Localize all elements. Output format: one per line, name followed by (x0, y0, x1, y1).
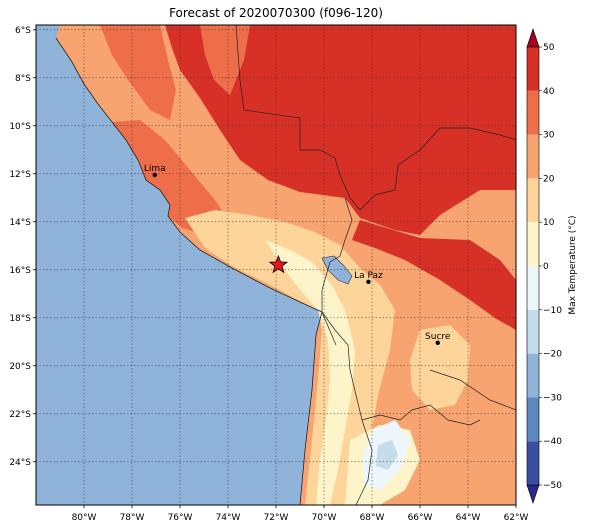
lon-tick-label: 80°W (72, 513, 97, 523)
latitude-ticks: 6°S 8°S 10°S 12°S 14°S 16°S 18°S 20°S 22°S 24°S (9, 26, 36, 468)
lon-tick-label: 62°W (504, 513, 529, 523)
lat-tick-label: 6°S (15, 26, 31, 36)
colorbar-extend-high (526, 28, 540, 48)
colorbar-segment (527, 178, 539, 223)
location-star-marker[interactable] (268, 254, 289, 274)
lat-tick-label: 12°S (9, 170, 31, 180)
colorbar-segment (527, 441, 539, 485)
lon-tick-label: 78°W (120, 513, 145, 523)
colorbar-tick-label: 20 (543, 174, 555, 184)
temp-band-20-30-coast (112, 120, 228, 235)
colorbar-segment (527, 222, 539, 266)
lon-tick-label: 68°W (360, 513, 385, 523)
longitude-ticks: 80°W 78°W 76°W 74°W 72°W 70°W 68°W 66°W 64°W 62°W (72, 505, 529, 523)
colorbar-tick-label: −30 (543, 393, 562, 403)
lon-tick-label: 76°W (168, 513, 193, 523)
colorbar-tick-label: 10 (543, 218, 555, 228)
colorbar-segment (527, 134, 539, 179)
colorbar-extend-low (526, 484, 540, 504)
lat-tick-label: 22°S (9, 410, 31, 420)
map-panel: Lima La Paz Sucre (36, 25, 516, 505)
lon-tick-label: 66°W (408, 513, 433, 523)
city-dot (152, 172, 157, 178)
colorbar-segment (527, 266, 539, 310)
colorbar-tick-label: 40 (543, 87, 555, 97)
colorbar-tick-label: −20 (543, 350, 562, 360)
colorbar-segment (527, 397, 539, 442)
colorbar-segment (527, 47, 539, 91)
border-bolivia-paraguay (429, 369, 516, 411)
city-label: Lima (144, 164, 166, 174)
border-peru-bolivia (321, 197, 353, 346)
border-peru-brazil (235, 25, 516, 211)
lat-tick-label: 20°S (9, 362, 31, 372)
colorbar: 50 40 30 20 10 0 −10 −20 −30 −40 −50 (526, 28, 562, 504)
city-dot (435, 340, 440, 345)
border-bolivia-argentina (361, 404, 481, 426)
city-label: La Paz (354, 271, 383, 281)
temp-band-0-10 (265, 240, 355, 505)
colorbar-tick-label: −10 (543, 306, 562, 316)
gridlines (36, 25, 516, 505)
coastline (55, 37, 323, 505)
lon-tick-label: 64°W (456, 513, 481, 523)
temp-band-below-0-2 (376, 440, 398, 470)
colorbar-tick-label: −50 (543, 481, 562, 491)
lon-tick-label: 72°W (264, 513, 289, 523)
lat-tick-label: 14°S (9, 218, 31, 228)
lat-tick-label: 24°S (9, 458, 31, 468)
lat-tick-label: 18°S (9, 314, 31, 324)
colorbar-label: Max Temperature (°C) (568, 215, 578, 314)
lon-tick-label: 74°W (216, 513, 241, 523)
border-argentina-chile (355, 419, 373, 505)
temp-band-20-30-patch-2 (100, 25, 176, 120)
lat-tick-label: 16°S (9, 266, 31, 276)
colorbar-tick-label: −40 (543, 437, 562, 447)
colorbar-tick-label: 0 (543, 262, 549, 272)
map-title: Forecast of 2020070300 (f096-120) (169, 6, 383, 20)
colorbar-segment (527, 90, 539, 135)
colorbar-tick-label: 50 (543, 43, 555, 53)
lat-tick-label: 8°S (15, 74, 31, 84)
temp-band-30-40 (165, 25, 516, 235)
temp-band-30-40-east (352, 220, 516, 330)
border-bolivia-chile (321, 311, 363, 421)
colorbar-tick-label: 30 (543, 131, 555, 141)
lat-tick-label: 10°S (9, 122, 31, 132)
colorbar-segment (527, 353, 539, 398)
city-dot (366, 279, 371, 284)
lon-tick-label: 70°W (312, 513, 337, 523)
temp-band-10-20-east (410, 325, 470, 410)
colorbar-segment (527, 309, 539, 354)
city-label: Sucre (425, 332, 451, 342)
cities: Lima La Paz Sucre (144, 164, 451, 345)
